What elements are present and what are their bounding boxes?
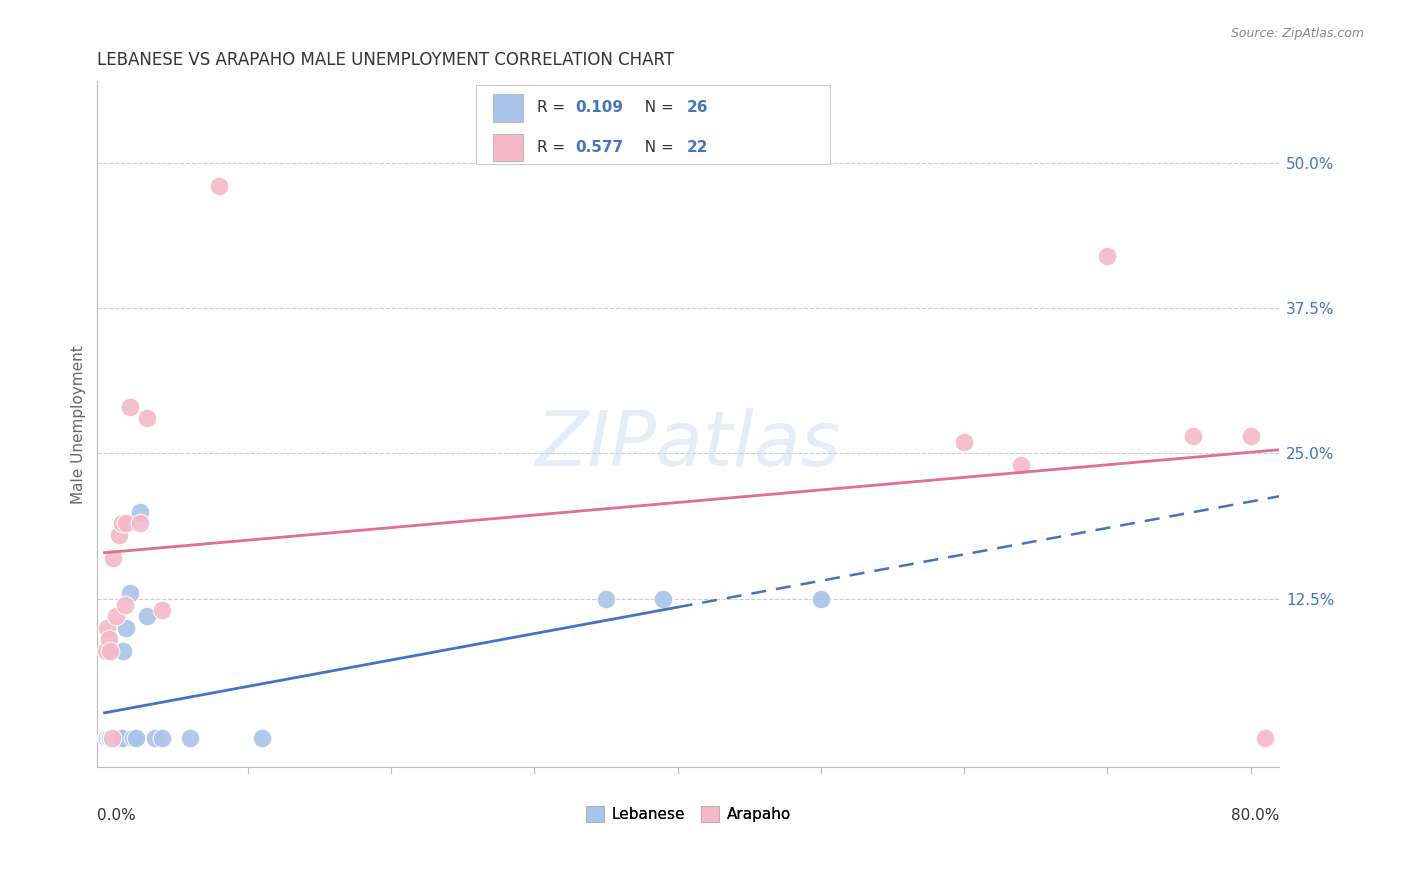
Point: [120, 586, 142, 600]
Text: N =: N =: [636, 140, 679, 155]
Text: LEBANESE VS ARAPAHO MALE UNEMPLOYMENT CORRELATION CHART: LEBANESE VS ARAPAHO MALE UNEMPLOYMENT CO…: [97, 51, 675, 69]
Text: 0.0%: 0.0%: [97, 808, 136, 823]
Text: R =: R =: [537, 101, 571, 115]
Point: [115, 621, 138, 635]
FancyBboxPatch shape: [475, 85, 830, 163]
Point: [101, 551, 124, 566]
Point: [97, 632, 120, 647]
Point: [96, 621, 118, 635]
Point: [98, 731, 121, 746]
Point: [136, 411, 159, 425]
Point: [810, 591, 832, 606]
Point: [104, 609, 127, 624]
FancyBboxPatch shape: [494, 134, 523, 161]
Point: [115, 516, 138, 530]
Y-axis label: Male Unemployment: Male Unemployment: [72, 345, 86, 504]
FancyBboxPatch shape: [494, 95, 523, 121]
Point: [179, 731, 201, 746]
Point: [111, 731, 134, 746]
Point: [110, 731, 132, 746]
Legend: Lebanese, Arapaho: Lebanese, Arapaho: [579, 800, 797, 829]
Point: [114, 598, 136, 612]
Point: [96, 731, 118, 746]
Point: [1254, 731, 1277, 746]
Point: [103, 731, 125, 746]
Point: [120, 400, 142, 414]
Point: [101, 731, 124, 746]
Point: [1097, 249, 1119, 263]
Point: [94, 731, 117, 746]
Point: [143, 731, 166, 746]
Text: N =: N =: [636, 101, 679, 115]
Point: [100, 731, 122, 746]
Text: 0.577: 0.577: [575, 140, 623, 155]
Point: [1240, 429, 1263, 443]
Text: 80.0%: 80.0%: [1230, 808, 1279, 823]
Point: [208, 178, 231, 193]
Point: [107, 731, 129, 746]
Point: [129, 516, 152, 530]
Point: [108, 527, 131, 541]
Point: [108, 731, 131, 746]
Point: [129, 504, 152, 518]
Point: [250, 731, 273, 746]
Point: [111, 516, 134, 530]
Point: [136, 609, 159, 624]
Text: 26: 26: [688, 101, 709, 115]
Point: [97, 731, 120, 746]
Point: [953, 434, 976, 449]
Point: [94, 644, 117, 658]
Point: [112, 644, 135, 658]
Point: [1010, 458, 1032, 472]
Point: [104, 731, 127, 746]
Point: [122, 731, 145, 746]
Point: [125, 731, 148, 746]
Point: [98, 644, 121, 658]
Text: ZIPatlas: ZIPatlas: [536, 408, 841, 482]
Point: [1182, 429, 1205, 443]
Point: [150, 603, 173, 617]
Text: Source: ZipAtlas.com: Source: ZipAtlas.com: [1230, 27, 1364, 40]
Point: [652, 591, 675, 606]
Point: [595, 591, 617, 606]
Text: 0.109: 0.109: [575, 101, 623, 115]
Text: 22: 22: [688, 140, 709, 155]
Text: R =: R =: [537, 140, 571, 155]
Point: [150, 731, 173, 746]
Point: [100, 731, 122, 746]
